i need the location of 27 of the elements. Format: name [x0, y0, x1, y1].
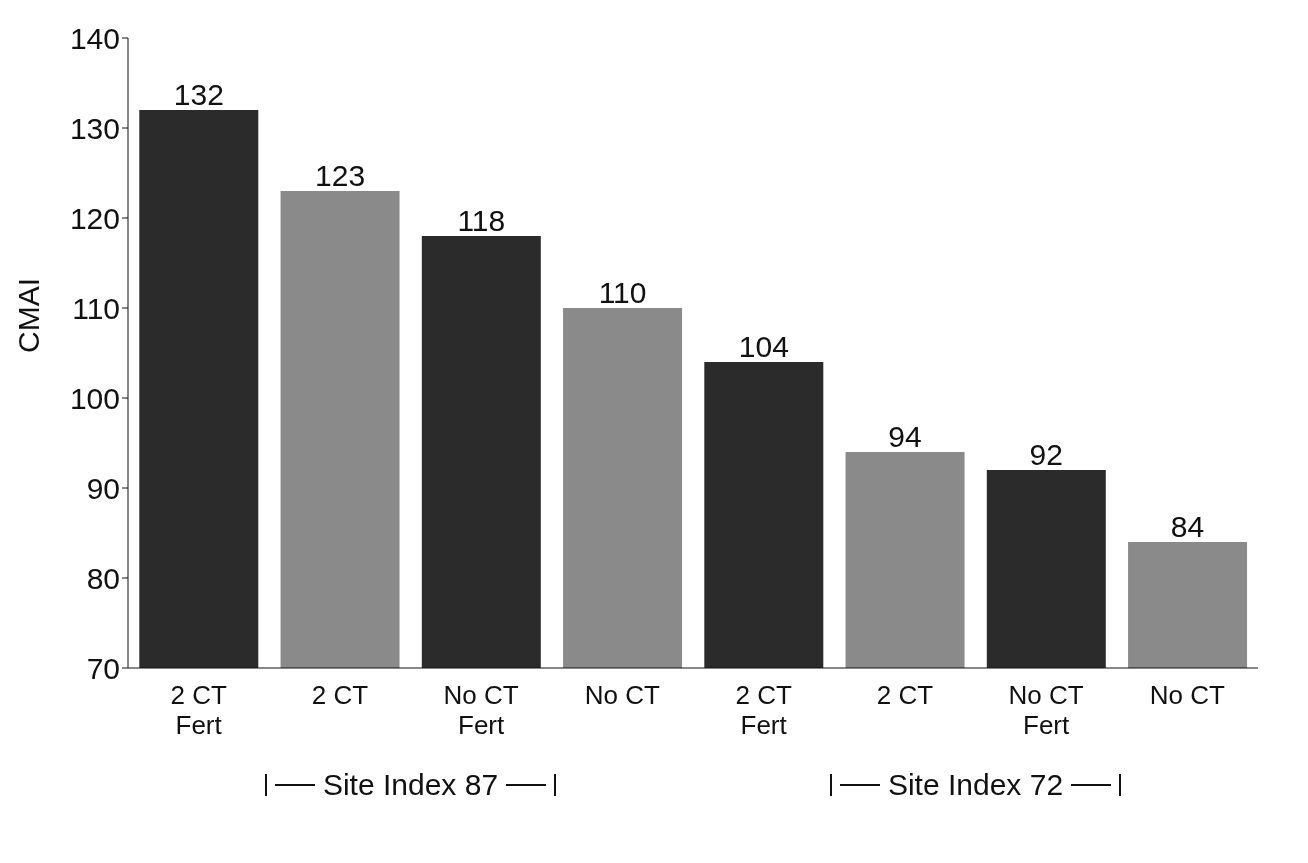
text: Site Index 72	[887, 768, 1064, 802]
x-tick-label: No CT	[1149, 680, 1226, 710]
x-tick-label: 2 CT Fert	[170, 680, 227, 740]
data-label: 132	[173, 78, 224, 111]
y-tick-label: 100	[69, 381, 120, 415]
y-tick-label: 90	[86, 471, 120, 505]
x-tick-label: No CT Fert	[1008, 680, 1084, 740]
data-label: 92	[1029, 438, 1063, 471]
x-tick-label: No CT Fert	[443, 680, 519, 740]
y-tick-label: 130	[69, 111, 120, 145]
data-label: 84	[1170, 510, 1205, 543]
data-label: 104	[738, 330, 789, 363]
y-tick-label: 80	[86, 561, 120, 595]
y-tick-label: 120	[69, 201, 120, 235]
data-label: 94	[888, 420, 922, 453]
y-tick-label: 110	[72, 291, 120, 325]
y-tick-label: 70	[86, 651, 120, 685]
y-tick-label: 140	[69, 21, 120, 55]
y-axis-title: CMAI	[11, 278, 45, 353]
x-tick-label: No CT	[584, 680, 661, 710]
data-label: 110	[598, 276, 647, 309]
data-label: 118	[457, 204, 506, 237]
x-tick-label: 2 CT	[876, 680, 934, 710]
text: Site Index 87	[322, 768, 499, 802]
data-label: 123	[315, 159, 366, 192]
x-tick-label: 2 CT	[311, 680, 369, 710]
x-tick-label: 2 CT Fert	[735, 680, 792, 740]
